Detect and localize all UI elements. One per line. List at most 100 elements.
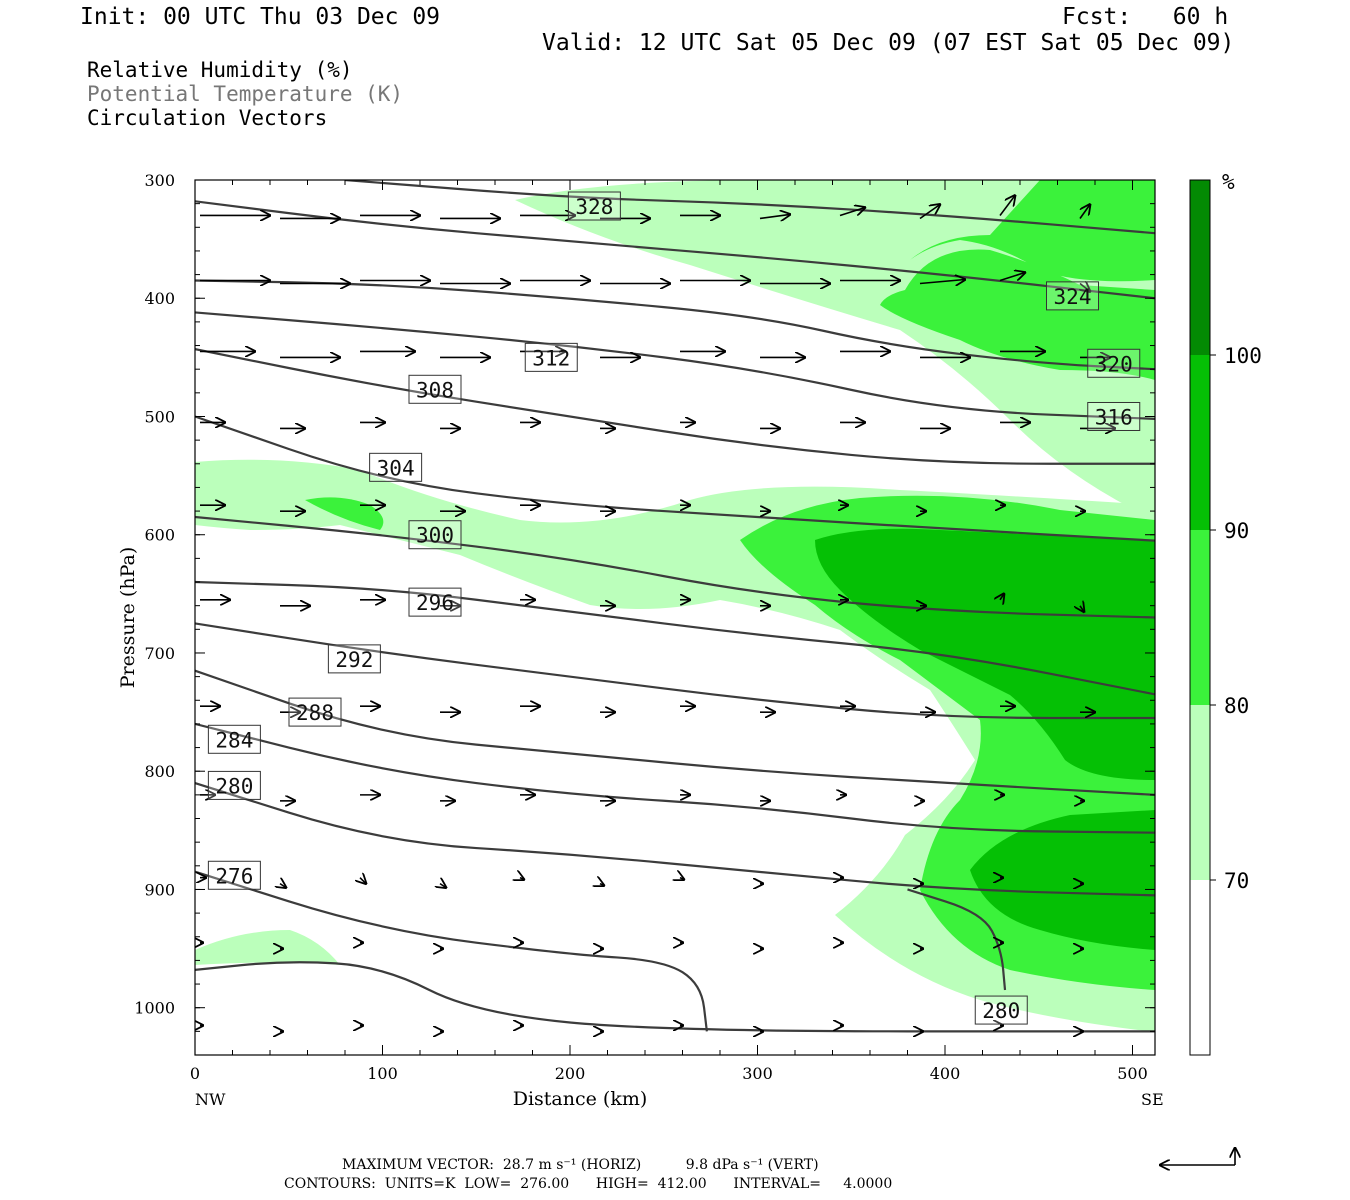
contour-label-296: 296 (408, 587, 462, 617)
y-tick-label: 500 (144, 407, 175, 426)
x-tick-label: 200 (555, 1064, 586, 1083)
colorbar-90-100 (1190, 355, 1210, 530)
x-tick-label: 500 (1117, 1064, 1148, 1083)
y-tick-label: 1000 (134, 999, 175, 1018)
svg-text:276: 276 (215, 864, 253, 888)
theta-contour-316 (195, 311, 1155, 420)
colorbar-unit: % (1222, 170, 1235, 194)
svg-text:284: 284 (215, 728, 253, 752)
contour-label-276: 276 (207, 860, 261, 890)
axes: 0 100 200 300 400 500 300 400 500 600 700 800 900 100… (117, 171, 1164, 1110)
colorbar-100-plus (1190, 180, 1210, 355)
contour-label-288: 288 (288, 697, 342, 727)
vector-arrow (360, 878, 366, 884)
rh-90-region-lower (970, 810, 1155, 950)
contour-label-328: 328 (567, 191, 621, 221)
vector-arrow (680, 878, 684, 880)
colorbar-frame (1189, 179, 1211, 1056)
vector-arrow (1000, 594, 1004, 600)
vector-arrow (999, 195, 1015, 216)
y-tick-label: 400 (144, 289, 175, 308)
init-time: Init: 00 UTC Thu 03 Dec 09 (80, 4, 441, 30)
y-tick-label: 600 (144, 526, 175, 545)
svg-text:312: 312 (532, 346, 570, 370)
contour-label-320: 320 (1087, 348, 1141, 378)
plot-frame (194, 179, 1156, 1056)
theta-contour-324 (195, 200, 1155, 300)
reference-vector (1160, 1148, 1235, 1165)
contour-label-308: 308 (408, 374, 462, 404)
circulation-vectors (200, 195, 1115, 1031)
vector-arrow (1080, 284, 1090, 292)
colorbar: % 100 90 80 70 (1189, 170, 1262, 1056)
svg-text:300: 300 (416, 524, 454, 548)
svg-text:292: 292 (335, 648, 373, 672)
x-tick-label: 300 (742, 1064, 773, 1083)
vector-arrow (999, 273, 1025, 282)
colorbar-label-100: 100 (1224, 344, 1262, 368)
theta-contour-300 (195, 580, 1155, 696)
vector-arrow (440, 884, 446, 888)
y-tick-label: 900 (144, 880, 175, 899)
svg-text:316: 316 (1095, 405, 1133, 429)
vector-arrow (919, 280, 965, 284)
vector-arrow (1079, 204, 1090, 219)
contour-label-316: 316 (1087, 401, 1141, 431)
theta-contour-296 (195, 622, 1155, 720)
field-rh-label: Relative Humidity (%) (87, 58, 353, 82)
vector-arrow (1080, 606, 1084, 612)
field-vectors-label: Circulation Vectors (87, 106, 328, 130)
field-theta-label: Potential Temperature (K) (87, 82, 404, 106)
contour-label-324: 324 (1046, 281, 1099, 311)
svg-text:280: 280 (215, 774, 253, 798)
svg-text:288: 288 (296, 701, 334, 725)
x-tick-label: 0 (190, 1064, 200, 1083)
colorbar-80-90 (1190, 530, 1210, 705)
vector-arrow (600, 884, 604, 886)
svg-text:304: 304 (377, 456, 415, 480)
x-end-label-nw: NW (195, 1090, 226, 1109)
y-tick-label: 300 (144, 171, 175, 190)
svg-text:328: 328 (575, 195, 613, 219)
contour-label-312: 312 (524, 342, 578, 372)
colorbar-label-70: 70 (1224, 869, 1249, 893)
contour-label-280: 280 (207, 770, 261, 800)
svg-text:324: 324 (1054, 285, 1092, 309)
forecast-hour: Fcst: 60 h (1062, 4, 1229, 30)
theta-contour-284 (195, 781, 1155, 897)
footer-max-vector: MAXIMUM VECTOR: 28.7 m s⁻¹ (HORIZ) 9.8 d… (342, 1157, 819, 1173)
theta-contour-304 (195, 515, 1155, 619)
theta-contour-276 (195, 961, 1155, 1033)
theta-contour-labels: 328 324 320 316 312 308 304 300 296 292 288 284 280 2… (207, 191, 1141, 1025)
contour-label-300: 300 (408, 520, 462, 550)
colorbar-70-80 (1190, 705, 1210, 880)
footer-contours: CONTOURS: UNITS=K LOW= 276.00 HIGH= 412.… (284, 1176, 893, 1192)
vector-arrow (520, 878, 524, 880)
theta-contour-280 (907, 888, 1007, 991)
colorbar-below-70 (1190, 880, 1210, 1055)
contour-label-280: 280 (974, 995, 1028, 1025)
rh-70-region-low (195, 930, 340, 965)
vector-arrow (919, 204, 940, 220)
x-tick-label: 100 (367, 1064, 398, 1083)
colorbar-label-90: 90 (1224, 519, 1249, 543)
x-axis-label: Distance (km) (513, 1088, 648, 1110)
x-end-label-se: SE (1141, 1090, 1164, 1109)
vector-arrow (759, 214, 790, 218)
x-tick-label: 400 (930, 1064, 961, 1083)
valid-time: Valid: 12 UTC Sat 05 Dec 09 (07 EST Sat … (542, 30, 1235, 56)
y-axis-label: Pressure (hPa) (117, 547, 139, 689)
svg-text:308: 308 (416, 378, 454, 402)
contour-label-304: 304 (369, 452, 423, 482)
theta-contour-328 (344, 180, 1155, 235)
contour-label-284: 284 (207, 724, 261, 754)
vector-arrow (280, 884, 286, 888)
svg-text:296: 296 (416, 591, 454, 615)
svg-text:320: 320 (1095, 352, 1133, 376)
y-tick-label: 700 (144, 644, 175, 663)
colorbar-label-80: 80 (1224, 694, 1249, 718)
y-tick-label: 800 (144, 762, 175, 781)
vector-arrow (839, 207, 865, 217)
contour-label-292: 292 (327, 644, 381, 674)
